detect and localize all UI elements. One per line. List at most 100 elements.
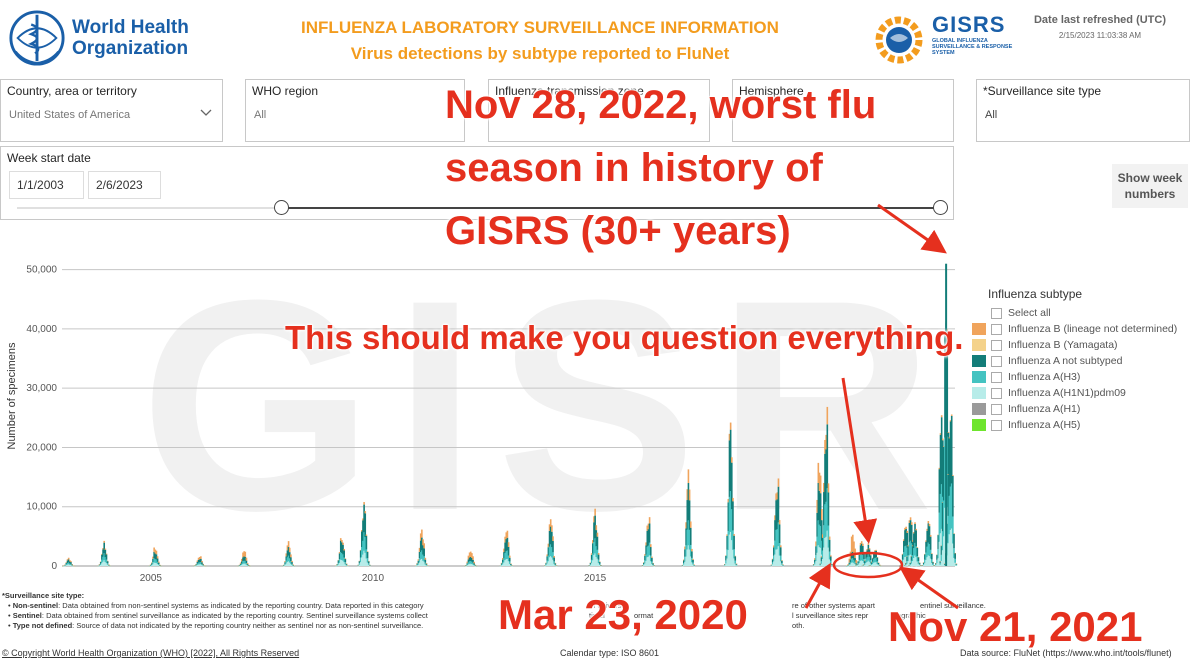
bar-segment xyxy=(197,562,200,565)
bar-segment xyxy=(905,562,907,564)
legend-item[interactable]: Influenza A(H5) xyxy=(972,417,1192,433)
bar-segment xyxy=(950,414,953,416)
bar-segment xyxy=(549,556,552,566)
bar-segment xyxy=(339,552,342,560)
bar-segment xyxy=(590,554,593,560)
region-filter[interactable]: WHO region All xyxy=(245,79,465,142)
zone-filter[interactable]: Influenza transmission zone xyxy=(488,79,710,142)
site-type-filter[interactable]: *Surveillance site type All xyxy=(976,79,1190,142)
legend-item[interactable]: Influenza A(H1N1)pdm09 xyxy=(972,385,1192,401)
bar-segment xyxy=(644,563,646,566)
bar-segment xyxy=(919,565,922,567)
week-start-input[interactable]: 1/1/2003 xyxy=(9,171,84,199)
bar-segment xyxy=(597,563,600,566)
bar-segment xyxy=(730,457,733,463)
bar-segment xyxy=(157,564,160,566)
bar-segment xyxy=(938,467,941,470)
bar-segment xyxy=(365,535,368,550)
copyright-link[interactable]: © Copyright World Health Organization (W… xyxy=(2,648,300,658)
bar-segment xyxy=(546,563,549,566)
bar-segment xyxy=(648,517,651,524)
bar-segment xyxy=(103,540,106,543)
bar-segment xyxy=(284,562,286,564)
slider-track-active[interactable] xyxy=(281,207,941,209)
bar-segment xyxy=(726,558,728,566)
bar-segment xyxy=(290,561,292,564)
bar-segment xyxy=(735,563,738,565)
bar-segment xyxy=(909,540,912,555)
bar-segment xyxy=(152,562,154,565)
bar-segment xyxy=(590,563,593,566)
bar-segment xyxy=(466,563,469,565)
bar-segment xyxy=(949,529,952,566)
bar-segment xyxy=(936,554,938,556)
bar-segment xyxy=(939,561,942,564)
legend-item[interactable]: Influenza A(H1) xyxy=(972,401,1192,417)
bar-segment xyxy=(776,549,779,566)
country-filter[interactable]: Country, area or territory United States… xyxy=(0,79,223,142)
legend-checkbox[interactable] xyxy=(991,387,1002,399)
legend-checkbox[interactable] xyxy=(991,307,1002,319)
data-source-link[interactable]: Data source: FluNet (https://www.who.int… xyxy=(960,648,1172,658)
bar-segment xyxy=(918,562,921,564)
legend-checkbox[interactable] xyxy=(991,371,1002,383)
bar-segment xyxy=(927,523,930,543)
bar-segment xyxy=(725,555,727,556)
legend-checkbox[interactable] xyxy=(991,403,1002,415)
legend-checkbox[interactable] xyxy=(991,323,1002,335)
bar-segment xyxy=(419,559,422,566)
bar-segment xyxy=(778,524,781,544)
bar-segment xyxy=(688,489,691,501)
show-week-numbers-button[interactable]: Show week numbers xyxy=(1112,164,1188,208)
bar-segment xyxy=(859,542,862,546)
bar-segment xyxy=(473,565,476,566)
legend-checkbox[interactable] xyxy=(991,419,1002,431)
bar-segment xyxy=(545,562,547,564)
bar-segment xyxy=(362,518,364,521)
y-tick-label: 40,000 xyxy=(26,324,57,335)
bar-segment xyxy=(335,565,337,567)
week-end-input[interactable]: 2/6/2023 xyxy=(88,171,161,199)
calendar-type: Calendar type: ISO 8601 xyxy=(560,648,660,658)
legend-label: Influenza A(H3) xyxy=(1008,371,1081,383)
bar-segment xyxy=(863,553,865,560)
legend-label: Influenza A(H1) xyxy=(1008,403,1081,415)
legend-checkbox[interactable] xyxy=(991,339,1002,351)
bar-segment xyxy=(554,562,557,564)
bar-segment xyxy=(153,551,155,559)
legend-item[interactable]: Influenza B (Yamagata) xyxy=(972,337,1192,353)
bar-segment xyxy=(153,562,155,566)
bar-segment xyxy=(782,565,784,566)
legend-item[interactable]: Influenza A not subtyped xyxy=(972,353,1192,369)
slider-start-handle[interactable] xyxy=(274,200,289,215)
bar-segment xyxy=(949,420,952,422)
bar-segment xyxy=(904,557,906,566)
bar-segment xyxy=(159,565,161,567)
bar-segment xyxy=(506,530,509,538)
bar-segment xyxy=(590,553,593,555)
bar-segment xyxy=(338,559,341,563)
bar-segment xyxy=(362,554,364,566)
bar-segment xyxy=(948,438,951,496)
bar-segment xyxy=(503,548,505,553)
bar-segment xyxy=(933,565,935,567)
bar-segment xyxy=(940,484,943,529)
legend-item[interactable]: Select all xyxy=(972,305,1192,321)
slider-end-handle[interactable] xyxy=(933,200,948,215)
show-week-numbers-label-2: numbers xyxy=(1124,187,1176,201)
legend-item[interactable]: Influenza A(H3) xyxy=(972,369,1192,385)
bar-segment xyxy=(552,536,554,542)
hemisphere-filter[interactable]: Hemisphere xyxy=(732,79,954,142)
bar-segment xyxy=(942,438,944,441)
bar-segment xyxy=(292,564,295,565)
legend-item[interactable]: Influenza B (lineage not determined) xyxy=(972,321,1192,337)
bar-segment xyxy=(903,559,905,566)
bar-segment xyxy=(160,565,162,567)
bar-segment xyxy=(153,547,155,552)
bar-segment xyxy=(288,558,291,563)
s-text-2: timel xyxy=(589,611,605,620)
bar-segment xyxy=(551,547,553,558)
chevron-down-icon[interactable] xyxy=(200,106,212,118)
legend-checkbox[interactable] xyxy=(991,355,1002,367)
bar-segment xyxy=(155,554,158,560)
